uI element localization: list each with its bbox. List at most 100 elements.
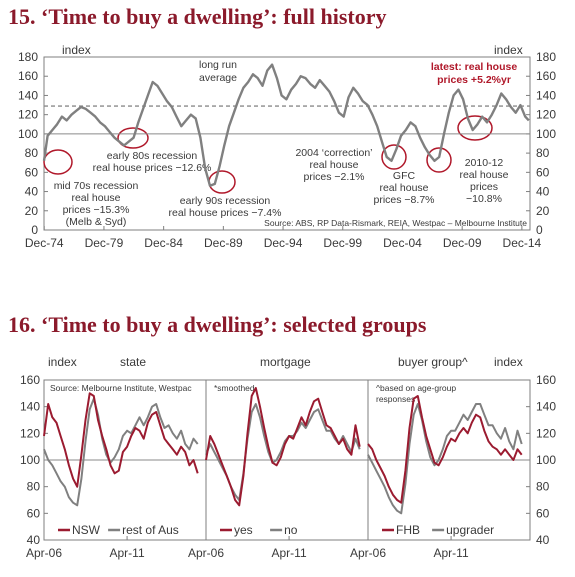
y-tick-label-right: 160 xyxy=(536,373,556,387)
y-tick-label-left: 160 xyxy=(18,69,38,83)
y-tick-label-left: 0 xyxy=(31,223,38,237)
y-tick-label-left: 100 xyxy=(18,127,38,141)
annotation-line: real house prices −12.6% xyxy=(93,162,212,174)
y-tick-label-right: 140 xyxy=(536,400,556,414)
chart15-source: Source: ABS, RP Data-Rismark, REIA, West… xyxy=(264,218,527,228)
legend-label: yes xyxy=(234,523,253,537)
annotation-line: 2010-12 xyxy=(465,157,504,169)
y-tick-label-left: 160 xyxy=(20,373,40,387)
y-tick-label-right: 100 xyxy=(536,127,556,141)
y-tick-label-right: 40 xyxy=(536,533,550,547)
y-tick-label-right: 80 xyxy=(536,146,550,160)
x-tick-label: Dec-04 xyxy=(383,236,422,250)
chart16-source: Source: Melbourne Institute, Westpac xyxy=(50,383,192,393)
x-tick-label: Dec-09 xyxy=(443,236,482,250)
annotation-line: real house xyxy=(309,159,358,171)
legend-label: FHB xyxy=(396,523,420,537)
chart16-title: 16. ‘Time to buy a dwelling’: selected g… xyxy=(8,312,427,337)
y-tick-label-left: 40 xyxy=(25,185,39,199)
panel-buyer-note-2: responses xyxy=(376,394,415,404)
y-tick-label-right: 40 xyxy=(536,185,550,199)
annotation-line: prices −8.7% xyxy=(374,194,435,206)
y-tick-label-left: 80 xyxy=(25,146,39,160)
chart15-ylabel-left: index xyxy=(62,43,91,57)
y-tick-label-right: 140 xyxy=(536,88,556,102)
annotation-line: (Melb & Syd) xyxy=(66,216,127,228)
x-tick-label: Apr-06 xyxy=(26,546,62,560)
annotation-gfc: GFC real house prices −8.7% xyxy=(374,170,435,206)
long-run-label-2: average xyxy=(199,72,237,84)
panel-state-title: state xyxy=(120,355,146,369)
panel-buyer-note-1: ^based on age-group xyxy=(376,383,456,393)
annotation-line: prices +5.2%yr xyxy=(437,74,511,86)
annotation-line: early 90s recession xyxy=(180,195,271,207)
annotation-line: early 80s recession xyxy=(107,150,198,162)
annotation-line: real house xyxy=(459,169,508,181)
series-line-fhb xyxy=(367,395,523,504)
annotation-line: GFC xyxy=(393,170,416,182)
x-tick-label: Apr-11 xyxy=(110,546,145,560)
x-tick-label: Dec-94 xyxy=(264,236,303,250)
annotation-line: −10.8% xyxy=(466,193,502,205)
annotation-line: latest: real house xyxy=(431,61,518,73)
long-run-label-1: long run xyxy=(199,59,237,71)
legend-label: rest of Aus xyxy=(122,523,179,537)
y-tick-label-left: 120 xyxy=(18,108,38,122)
y-tick-label-left: 20 xyxy=(25,204,39,218)
y-tick-label-right: 0 xyxy=(536,223,543,237)
highlight-circle-early80s xyxy=(117,127,149,149)
y-tick-label-left: 140 xyxy=(20,400,40,414)
y-tick-label-left: 120 xyxy=(20,426,40,440)
y-tick-label-right: 80 xyxy=(536,480,550,494)
y-tick-label-left: 80 xyxy=(27,480,41,494)
y-tick-label-right: 120 xyxy=(536,426,556,440)
annotation-line: real house xyxy=(379,182,428,194)
chart16-ylabel-right: index xyxy=(494,355,523,369)
chart15-ylabel-right: index xyxy=(494,43,523,57)
legend-label: no xyxy=(284,523,298,537)
annotation-early80s: early 80s recession real house prices −1… xyxy=(93,150,212,174)
series-line-rest-of-aus xyxy=(43,397,199,507)
highlight-circle-gfc xyxy=(426,147,452,173)
chart15-plot-frame xyxy=(43,56,531,231)
legend-label: NSW xyxy=(72,523,101,537)
annotation-mid70s: mid 70s recession real house prices −15.… xyxy=(54,180,139,228)
annotation-2010-12: 2010-12 real house prices −10.8% xyxy=(459,157,508,205)
chart16-ylabel-left: index xyxy=(48,355,77,369)
highlight-circle-mid70s xyxy=(43,149,73,175)
series-line-upgrader xyxy=(367,403,523,515)
y-tick-label-right: 180 xyxy=(536,50,556,64)
y-tick-label-right: 60 xyxy=(536,165,550,179)
series-line-time-to-buy xyxy=(42,63,530,187)
x-tick-label: Dec-74 xyxy=(25,236,64,250)
annotation-early90s: early 90s recession real house prices −7… xyxy=(169,195,282,219)
panel-mortgage-note: *smoothed xyxy=(214,383,255,393)
annotation-line: mid 70s recession xyxy=(54,180,139,192)
y-tick-label-left: 140 xyxy=(18,88,38,102)
x-tick-label: Dec-79 xyxy=(85,236,124,250)
annotation-line: prices xyxy=(470,181,498,193)
panel-buyer-title: buyer group^ xyxy=(398,355,468,369)
y-tick-label-left: 60 xyxy=(27,506,41,520)
x-tick-label: Apr-11 xyxy=(272,546,307,560)
chart15-title: 15. ‘Time to buy a dwelling’: full histo… xyxy=(8,4,387,29)
annotation-line: real house xyxy=(71,192,120,204)
highlight-circle-early90s xyxy=(208,170,236,194)
annotation-line: prices −2.1% xyxy=(304,171,365,183)
x-tick-label: Dec-14 xyxy=(503,236,542,250)
annotation-2004: 2004 ‘correction’ real house prices −2.1… xyxy=(295,147,372,183)
y-tick-label-right: 100 xyxy=(536,453,556,467)
x-tick-label: Apr-06 xyxy=(188,546,224,560)
y-tick-label-right: 120 xyxy=(536,108,556,122)
y-tick-label-right: 160 xyxy=(536,69,556,83)
highlight-circle-2010-12 xyxy=(457,115,493,141)
annotation-line: prices −15.3% xyxy=(63,204,130,216)
y-tick-label-left: 180 xyxy=(18,50,38,64)
x-tick-label: Dec-89 xyxy=(204,236,243,250)
annotation-line: 2004 ‘correction’ xyxy=(295,147,372,159)
x-tick-label: Apr-11 xyxy=(434,546,469,560)
annotation-latest: latest: real house prices +5.2%yr xyxy=(431,61,518,86)
y-tick-label-right: 20 xyxy=(536,204,550,218)
y-tick-label-left: 60 xyxy=(25,165,39,179)
